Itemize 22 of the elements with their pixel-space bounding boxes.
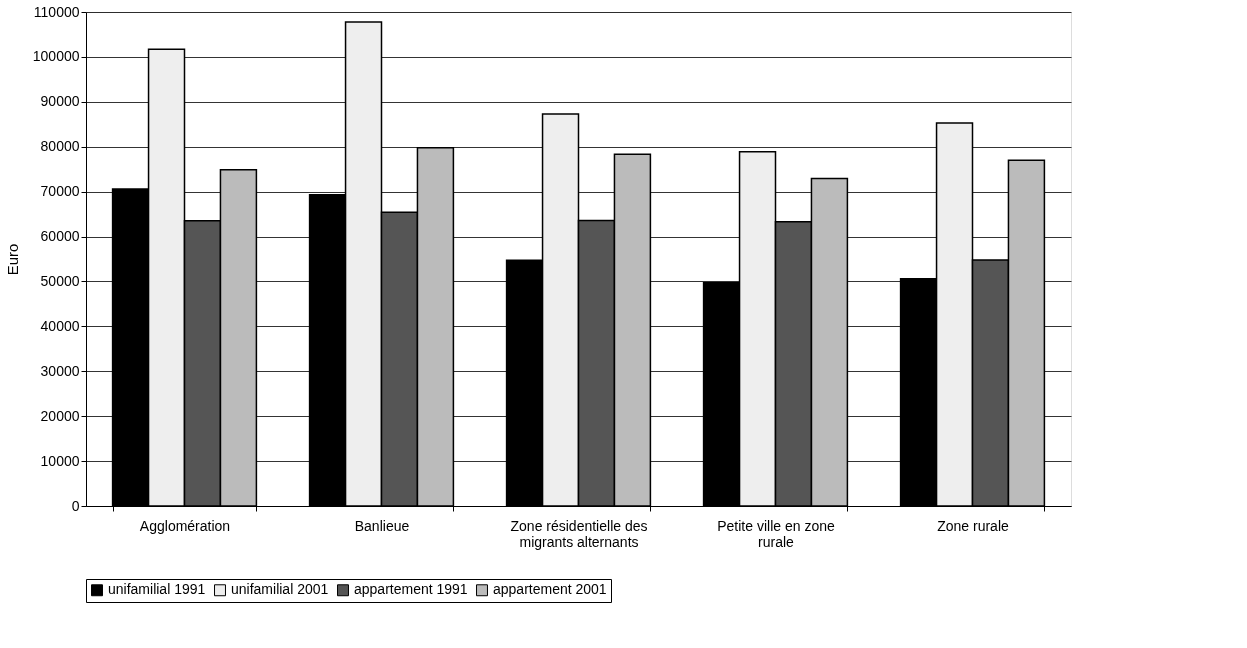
y-axis-title: Euro [3, 243, 21, 276]
y-tick-label: 80000 [40, 138, 80, 155]
y-tick-label: 0 [71, 497, 80, 514]
y-tick-label: 40000 [40, 317, 80, 334]
legend-label: unifamilial 2001 [231, 581, 329, 598]
x-tick-label: Banlieue [354, 517, 410, 534]
legend-label: appartement 1991 [354, 581, 468, 598]
legend-label: appartement 2001 [493, 581, 607, 598]
x-tick-label: Agglomération [139, 517, 231, 534]
y-tick-label: 60000 [40, 228, 80, 245]
x-tick-label: Petite ville en zone rurale [717, 517, 835, 550]
legend-label: unifamilial 1991 [108, 581, 206, 598]
y-tick-label: 30000 [40, 362, 80, 379]
y-tick-label: 90000 [40, 93, 80, 110]
y-tick-label: 70000 [40, 183, 80, 200]
y-tick-label: 50000 [40, 272, 80, 289]
y-tick-label: 110000 [33, 3, 80, 20]
x-tick-label: Zone rurale [937, 517, 1010, 534]
x-tick-label: Zone résidentielle des migrants alternants [510, 517, 648, 550]
y-tick-label: 100000 [32, 48, 80, 65]
y-tick-label: 20000 [40, 407, 80, 424]
y-tick-label: 10000 [40, 452, 80, 469]
